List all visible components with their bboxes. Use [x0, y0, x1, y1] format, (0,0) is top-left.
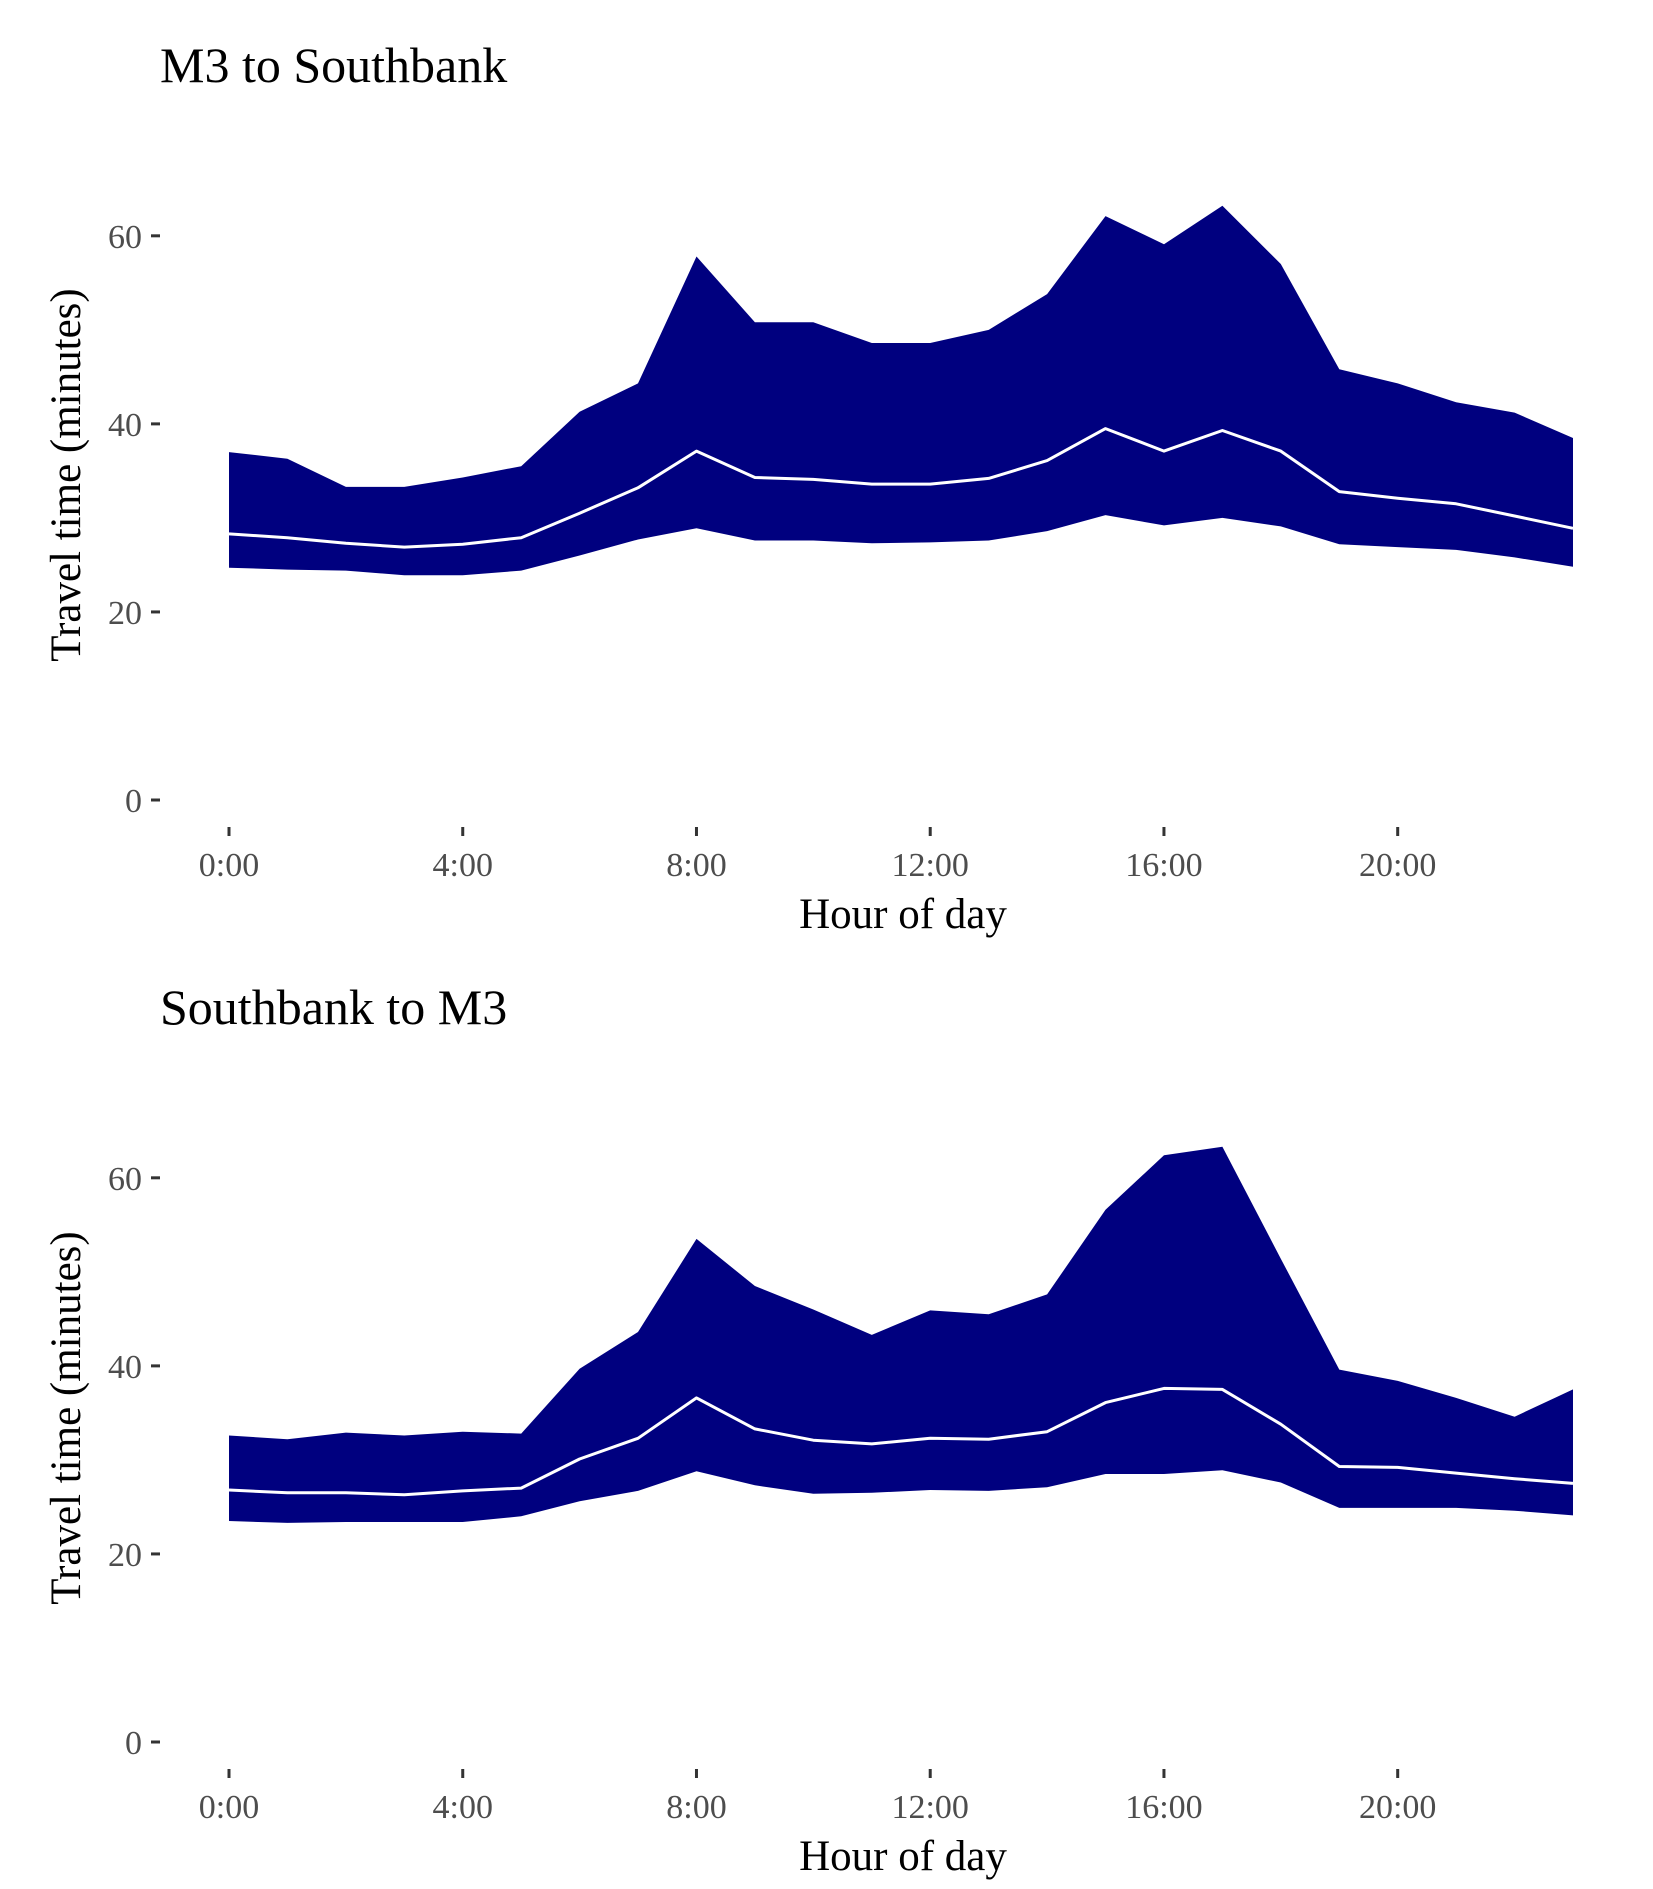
y-tick-label: 40	[108, 1349, 142, 1386]
y-tick-label: 60	[108, 1161, 142, 1198]
chart-panel-m3-to-southbank: M3 to Southbank 0 20 40 60 0:00 4:00 8:00 12:0…	[43, 37, 1573, 938]
x-tick-label: 12:00	[891, 1789, 968, 1826]
x-axis: 0:00 4:00 8:00 12:00 16:00 20:00	[199, 827, 1437, 884]
x-tick-label: 16:00	[1125, 1789, 1202, 1826]
x-tick-label: 4:00	[433, 847, 493, 884]
chart-panel-southbank-to-m3: Southbank to M3 0 20 40 60 0:00 4:00 8:00 12:0…	[43, 979, 1573, 1880]
x-axis-label: Hour of day	[799, 1833, 1007, 1880]
y-tick-label: 20	[108, 595, 142, 632]
x-tick-label: 4:00	[433, 1789, 493, 1826]
x-tick-label: 0:00	[199, 1789, 259, 1826]
plot-area	[229, 206, 1573, 576]
x-tick-label: 8:00	[666, 847, 726, 884]
x-axis-label: Hour of day	[799, 891, 1007, 938]
y-tick-label: 20	[108, 1537, 142, 1574]
y-axis-label: Travel time (minutes)	[43, 1231, 90, 1604]
x-tick-label: 20:00	[1359, 1789, 1436, 1826]
y-tick-label: 0	[125, 783, 142, 820]
x-tick-label: 12:00	[891, 847, 968, 884]
y-axis: 0 20 40 60	[108, 219, 160, 820]
x-axis: 0:00 4:00 8:00 12:00 16:00 20:00	[199, 1769, 1437, 1826]
x-tick-label: 0:00	[199, 847, 259, 884]
plot-area	[229, 1147, 1573, 1523]
chart-title: Southbank to M3	[160, 979, 507, 1035]
y-axis-label: Travel time (minutes)	[43, 288, 90, 661]
x-tick-label: 8:00	[666, 1789, 726, 1826]
y-tick-label: 0	[125, 1725, 142, 1762]
y-axis: 0 20 40 60	[108, 1161, 160, 1762]
x-tick-label: 16:00	[1125, 847, 1202, 884]
y-tick-label: 60	[108, 219, 142, 256]
x-tick-label: 20:00	[1359, 847, 1436, 884]
range-band	[229, 206, 1573, 576]
chart-title: M3 to Southbank	[160, 37, 507, 93]
y-tick-label: 40	[108, 407, 142, 444]
